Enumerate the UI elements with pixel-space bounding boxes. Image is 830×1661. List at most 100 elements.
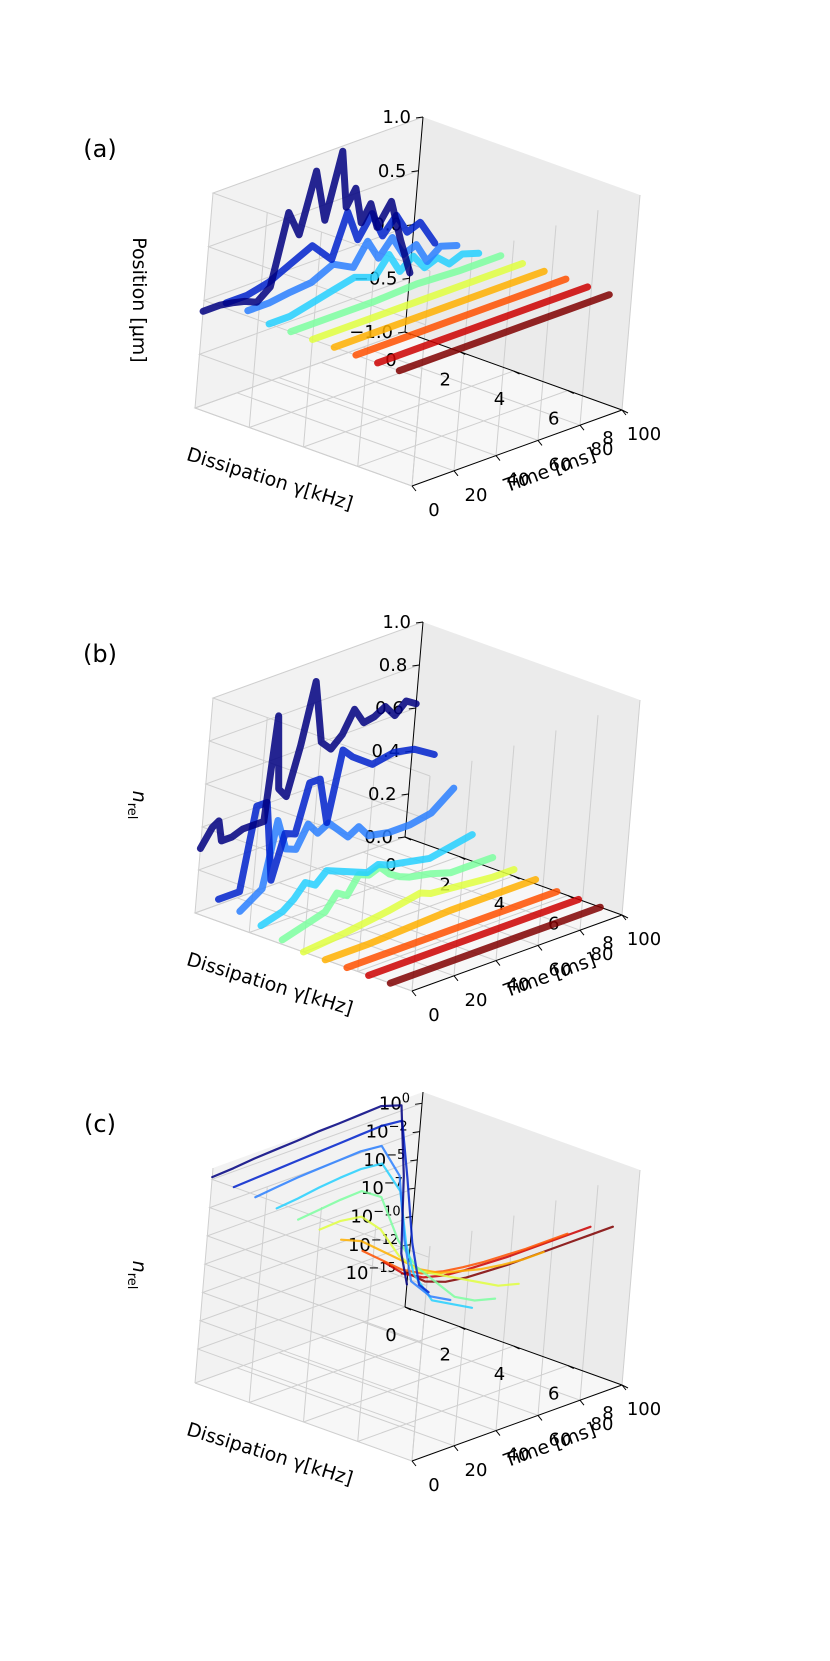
x-tick-label: 8 (602, 1403, 613, 1424)
series-line (297, 1189, 497, 1302)
series-line (211, 1104, 408, 1286)
y-tick-label: 20 (465, 1460, 488, 1481)
series-line (404, 1225, 615, 1283)
series-line (257, 831, 476, 930)
y-axis-line (411, 914, 623, 992)
z-tick-label: 0.8 (379, 655, 408, 676)
grid-line (453, 255, 473, 471)
panel-label: (a) (83, 135, 116, 163)
y-tick (411, 1460, 417, 1467)
grid-line (194, 1167, 214, 1384)
y-tick-label: 100 (627, 1399, 661, 1420)
y-tick (495, 1430, 501, 1436)
y-tick (579, 424, 585, 431)
grid-line (320, 1336, 539, 1416)
grid-line (236, 897, 455, 977)
z-tick (415, 621, 424, 624)
x-tick-label: 2 (440, 875, 451, 896)
grid-line (320, 361, 539, 441)
grid-line (236, 392, 455, 472)
y-tick (621, 914, 627, 921)
grid-line (303, 1345, 514, 1423)
z-tick (402, 277, 410, 280)
grid-line (357, 390, 568, 467)
grid-line (211, 621, 431, 777)
series-line (199, 147, 414, 315)
grid-line (196, 1272, 416, 1428)
x-tick-label: 4 (494, 894, 505, 915)
grid-line (194, 1306, 406, 1384)
grid-line (495, 1215, 515, 1431)
grid-line (198, 277, 417, 433)
x-tick-label: 6 (548, 409, 559, 430)
y-tick-label: 0 (428, 1005, 439, 1026)
grid-line (236, 1367, 455, 1447)
series-line (340, 1238, 545, 1275)
panel-c: (c)0246802040608010010010−210−510−710−10… (84, 1091, 661, 1496)
x-tick-label: 6 (548, 1384, 559, 1405)
grid-line (278, 882, 497, 962)
grid-line (537, 225, 557, 441)
x-tick (567, 390, 574, 394)
series-line (275, 1162, 474, 1309)
y-axis-label: Time [ms] (500, 949, 598, 1003)
grid-line (207, 664, 427, 820)
series-line (386, 903, 604, 987)
grid-line (249, 1326, 460, 1403)
z-tick-label: 0.2 (368, 784, 397, 805)
grid-line (193, 836, 413, 992)
series-line (196, 678, 420, 852)
series-line (365, 895, 583, 979)
y-tick (495, 455, 501, 461)
series-line (352, 275, 570, 359)
grid-line (579, 1185, 599, 1401)
y-tick-label: 60 (549, 959, 572, 980)
grid-line (194, 1382, 413, 1462)
grid-line (357, 1365, 568, 1442)
z-tick (412, 1131, 420, 1134)
x-tick-label: 2 (440, 1345, 451, 1366)
grid-line (278, 377, 497, 457)
grid-line (303, 1206, 322, 1423)
x-tick (513, 1345, 520, 1350)
series-line (321, 876, 540, 964)
z-tick (412, 664, 420, 667)
grid-line (205, 1159, 425, 1315)
y-tick (537, 440, 543, 446)
y-tick-label: 80 (591, 439, 614, 460)
x-tick (459, 1326, 466, 1330)
series-line (232, 1119, 430, 1294)
x-tick (404, 836, 412, 841)
z-tick (408, 707, 416, 710)
pane-right (405, 1092, 640, 1385)
y-tick (579, 1399, 585, 1406)
grid-line (579, 210, 599, 426)
y-tick (453, 1445, 459, 1452)
z-axis-label: nrel (124, 1261, 150, 1290)
y-tick-label: 40 (507, 1445, 530, 1466)
grid-line (198, 1244, 418, 1400)
grid-line (197, 793, 416, 949)
y-tick (579, 929, 585, 936)
x-tick (513, 875, 520, 880)
z-tick-label: 100 (379, 1091, 410, 1114)
z-tick-label: 10−5 (363, 1148, 405, 1171)
y-tick (621, 409, 627, 416)
grid-line (495, 240, 515, 456)
z-tick-label: 1.0 (382, 107, 411, 128)
z-tick (397, 331, 406, 334)
grid-line (579, 715, 599, 931)
x-tick (459, 856, 466, 860)
series-line (361, 1232, 569, 1275)
x-tick-label: 2 (440, 370, 451, 391)
x-tick-label: 4 (494, 389, 505, 410)
y-tick (453, 470, 459, 477)
series-line (395, 291, 613, 375)
y-tick-label: 100 (627, 929, 661, 950)
series-line (318, 1215, 520, 1287)
x-tick-label: 4 (494, 1364, 505, 1385)
series-line (330, 267, 548, 351)
z-tick (397, 836, 406, 839)
grid-line (303, 370, 514, 448)
y-tick-label: 40 (507, 470, 530, 491)
